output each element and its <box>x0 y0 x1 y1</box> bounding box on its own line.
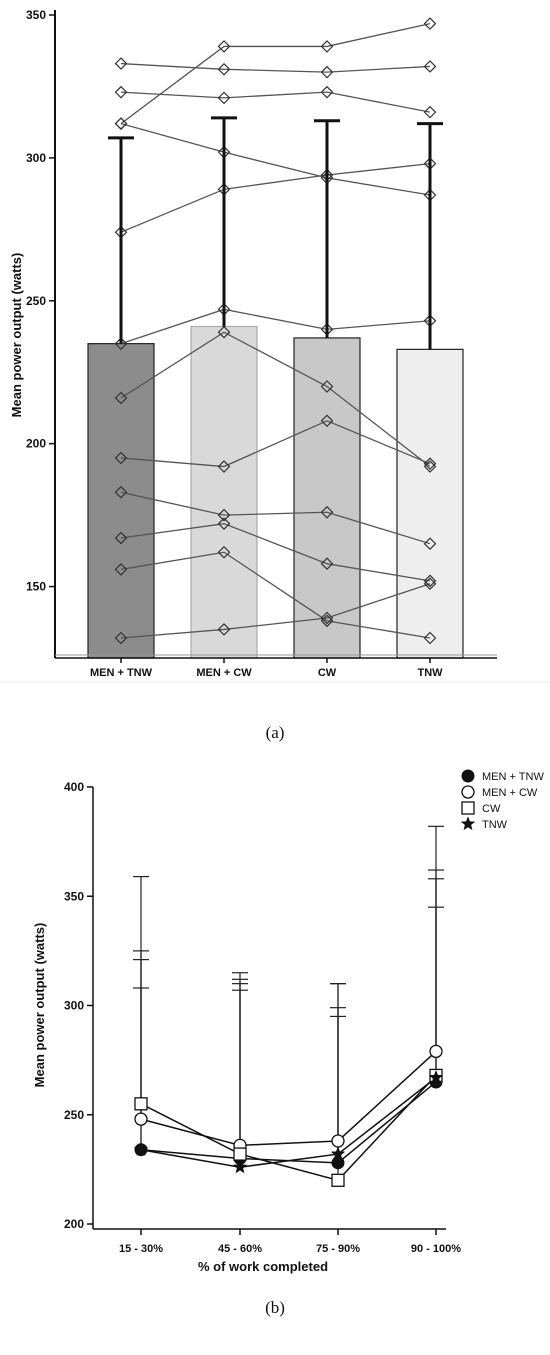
subject-point <box>217 508 231 522</box>
subject-line <box>120 523 431 582</box>
bar <box>396 348 464 659</box>
subject-point <box>423 457 437 471</box>
chart-a: 150 200 250 300 350 MEN + TNW MEN + CW CW TNW Mea… <box>0 8 550 742</box>
panel-label-a: (a) <box>266 723 285 742</box>
subject-point <box>114 631 128 645</box>
series-line <box>140 1050 437 1147</box>
legend-marker <box>461 785 475 799</box>
subject-point <box>320 40 334 53</box>
subject-point <box>114 563 128 576</box>
subject-line <box>120 308 431 345</box>
subject-line <box>120 22 431 125</box>
bar <box>190 325 258 659</box>
subject-point <box>114 57 128 70</box>
subject-point <box>423 17 437 30</box>
y-axis-title: Mean power output (watts) <box>32 923 47 1088</box>
y-tick-label: 200 <box>64 1217 84 1231</box>
legend-marker <box>460 816 476 831</box>
subject-point <box>320 380 334 393</box>
subject-point <box>423 574 437 588</box>
subject-point <box>423 60 437 73</box>
panel-label-b: (b) <box>265 1298 285 1317</box>
x-tick-label: MEN + TNW <box>90 667 153 679</box>
subject-line <box>120 91 431 113</box>
subject-point <box>217 545 231 559</box>
subject-point <box>217 623 231 636</box>
data-point <box>133 1142 149 1156</box>
subject-point <box>114 485 128 499</box>
y-tick-label: 300 <box>26 151 46 165</box>
subject-point <box>114 531 128 545</box>
data-point <box>233 1147 247 1161</box>
x-tick-label: 15 - 30% <box>119 1243 163 1255</box>
subject-line <box>120 491 431 545</box>
subject-point <box>320 611 334 625</box>
series-line <box>140 1074 437 1182</box>
legend-marker <box>461 801 475 815</box>
subject-point <box>114 85 128 99</box>
subject-line <box>120 331 431 468</box>
y-tick-label: 150 <box>26 580 46 594</box>
subject-point <box>320 505 334 519</box>
subject-line <box>120 122 431 196</box>
y-tick-label: 300 <box>64 999 84 1013</box>
data-point <box>331 1156 345 1170</box>
x-axis-title: % of work completed <box>198 1259 328 1274</box>
subject-point <box>217 40 231 53</box>
x-tick-label: 75 - 90% <box>316 1243 360 1255</box>
x-tick-label: MEN + CW <box>196 667 252 679</box>
subject-point <box>423 631 437 645</box>
x-tick-label: CW <box>318 667 337 679</box>
subject-point <box>320 65 334 79</box>
y-axis-title: Mean power output (watts) <box>9 253 24 418</box>
y-tick-label: 250 <box>26 294 46 308</box>
subject-point <box>423 577 437 591</box>
legend-label: CW <box>482 803 501 815</box>
subject-line <box>120 62 431 73</box>
data-point <box>330 1146 346 1161</box>
subject-point <box>114 391 128 405</box>
y-tick-label: 350 <box>64 889 84 903</box>
data-point <box>429 1044 443 1059</box>
subject-line <box>120 162 431 233</box>
subject-point <box>217 62 231 76</box>
subject-point <box>320 557 334 571</box>
subject-point <box>114 451 128 465</box>
y-tick-label: 200 <box>26 437 46 451</box>
subject-line <box>120 420 431 468</box>
subject-line <box>120 583 431 639</box>
legend-label: MEN + TNW <box>482 771 544 783</box>
subject-line <box>120 551 431 639</box>
data-point <box>134 1112 148 1126</box>
data-point <box>232 1159 248 1174</box>
subject-point <box>217 91 231 105</box>
subject-point <box>217 325 231 339</box>
x-tick-label: 90 - 100% <box>411 1243 461 1255</box>
chart-b: 200 250 300 350 400 15 - 30% 45 - 60% 75 - 90% 9… <box>32 769 544 1317</box>
series-line <box>140 1077 437 1168</box>
subject-point <box>423 105 437 119</box>
data-point <box>331 1134 345 1148</box>
y-tick-label: 250 <box>64 1108 84 1122</box>
data-point <box>428 1069 444 1084</box>
legend-label: TNW <box>482 819 508 831</box>
subject-point <box>320 85 334 99</box>
subject-point <box>217 460 231 473</box>
subject-point <box>114 117 128 130</box>
data-point <box>331 1173 345 1187</box>
x-tick-label: TNW <box>417 667 443 679</box>
y-tick-label: 400 <box>64 780 84 794</box>
subject-point <box>114 337 128 350</box>
legend-label: MEN + CW <box>482 787 538 799</box>
subject-point <box>423 537 437 551</box>
x-tick-label: 45 - 60% <box>218 1243 262 1255</box>
subject-point <box>320 414 334 428</box>
bar <box>87 343 155 659</box>
legend-marker <box>461 769 475 783</box>
data-point <box>134 1097 148 1111</box>
subject-point <box>217 517 231 531</box>
y-tick-label: 350 <box>26 8 46 22</box>
